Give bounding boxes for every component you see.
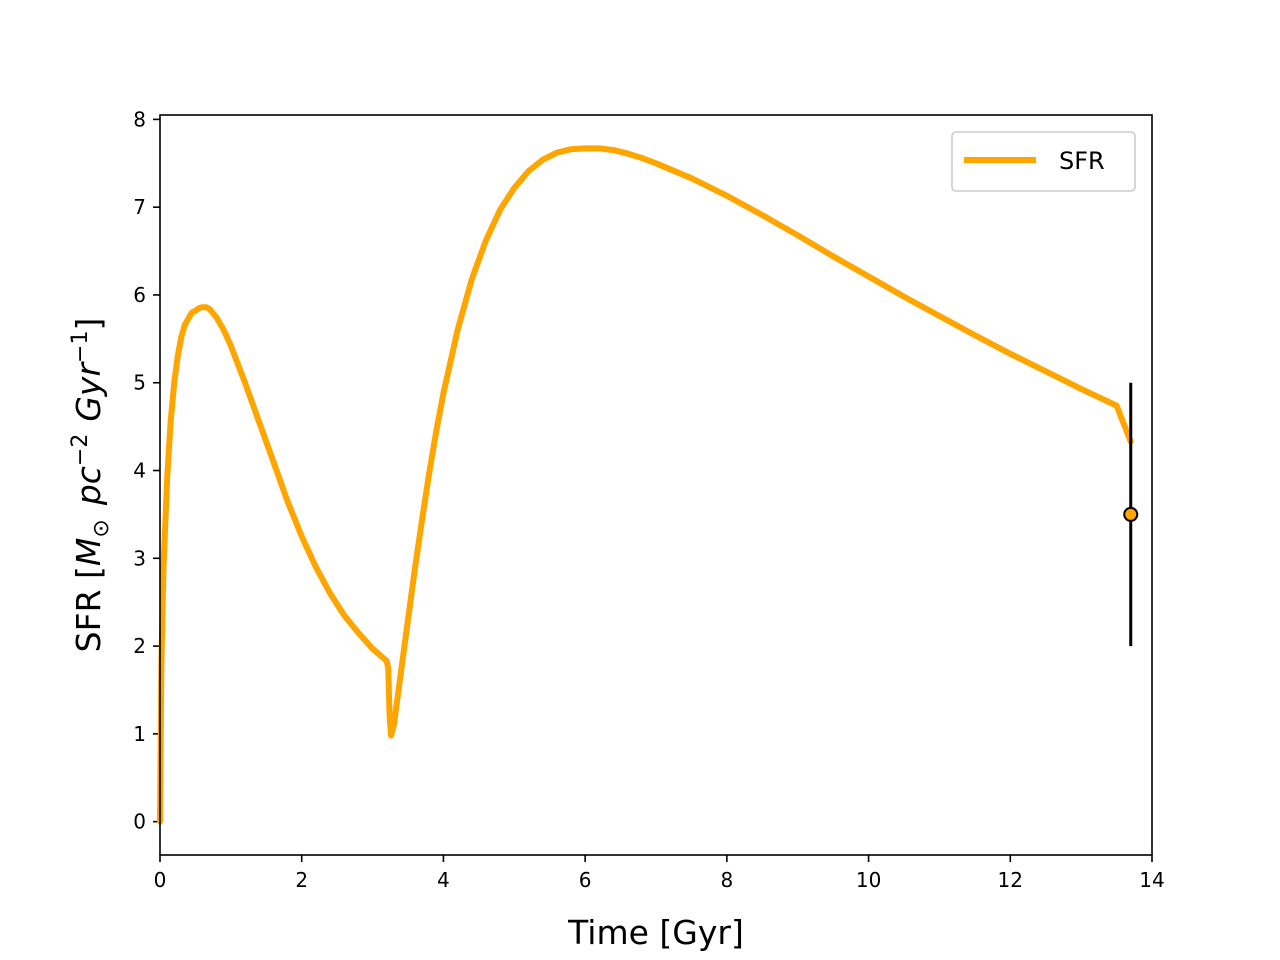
y-tick-label: 6 [133, 283, 146, 307]
y-label-pc-exponent: −2 [68, 434, 93, 466]
series-line-sfr [157, 145, 1134, 825]
y-tick-label: 3 [133, 546, 146, 570]
legend-label-sfr: SFR [1059, 147, 1105, 175]
y-axis-label: SFR [M⊙ pc−2 Gyr−1] [68, 318, 114, 653]
y-label-pc: pc [69, 466, 108, 506]
y-tick-label: 0 [133, 810, 146, 834]
x-tick-label: 8 [720, 868, 733, 892]
y-tick-label: 5 [133, 371, 146, 395]
observation-point [1123, 506, 1139, 522]
y-label-gyr-exponent: −1 [68, 331, 93, 363]
y-label-sun-symbol: ⊙ [89, 519, 114, 537]
legend: SFR [951, 131, 1136, 192]
y-label-msun: M [69, 538, 108, 566]
y-axis-ticks: 0 1 2 3 4 5 6 7 8 [133, 107, 160, 834]
y-label-prefix: SFR [ [69, 566, 108, 652]
x-tick-label: 4 [437, 868, 450, 892]
x-axis-label: Time [Gyr] [567, 913, 744, 952]
y-tick-label: 7 [133, 195, 146, 219]
x-tick-label: 6 [579, 868, 592, 892]
y-tick-label: 1 [133, 722, 146, 746]
y-tick-label: 8 [133, 107, 146, 131]
x-axis-ticks: 0 2 4 6 8 10 12 14 [154, 855, 1165, 892]
plot-area [160, 115, 1152, 855]
legend-box [951, 131, 1136, 192]
y-tick-label: 2 [133, 634, 146, 658]
x-tick-label: 12 [998, 868, 1023, 892]
y-label-gyr: Gyr [69, 361, 108, 422]
x-tick-label: 0 [154, 868, 167, 892]
plot-frame [159, 114, 1153, 856]
y-label-suffix: ] [69, 318, 108, 331]
x-tick-label: 2 [295, 868, 308, 892]
y-tick-label: 4 [133, 459, 146, 483]
x-tick-label: 10 [856, 868, 881, 892]
x-tick-label: 14 [1139, 868, 1164, 892]
